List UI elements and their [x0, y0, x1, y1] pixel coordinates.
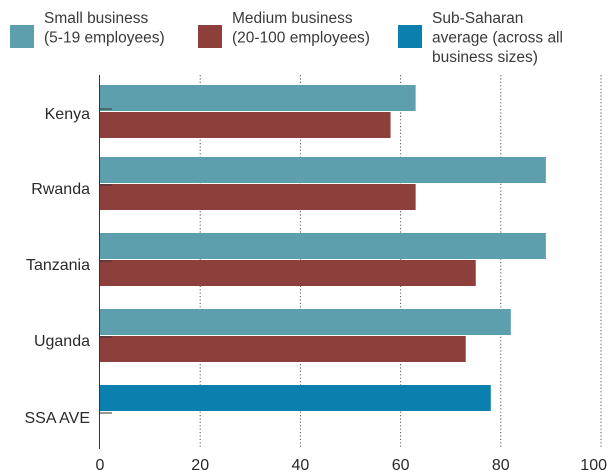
- category-label-rwanda: Rwanda: [31, 181, 90, 198]
- bars: [100, 85, 546, 411]
- x-tick-label-80: 80: [492, 457, 510, 473]
- legend: Small business (5-19 employees) Medium bus…: [10, 10, 563, 66]
- legend-swatch-small-business: [10, 25, 34, 48]
- axis: [99, 75, 112, 449]
- category-label-tanzania: Tanzania: [26, 257, 90, 274]
- bar-tanzania-small-business: [100, 233, 546, 259]
- bar-uganda-small-business: [100, 309, 511, 335]
- category-labels: Kenya Rwanda Tanzania Uganda SSA AVE: [24, 106, 90, 427]
- bar-uganda-medium-business: [100, 336, 466, 362]
- category-label-uganda: Uganda: [34, 333, 90, 350]
- bar-kenya-small-business: [100, 85, 416, 111]
- legend-swatch-medium-business: [198, 25, 222, 48]
- legend-swatch-ssa-average: [398, 25, 422, 48]
- bar-rwanda-medium-business: [100, 184, 416, 210]
- bar-ssa-ave-ssa-average: [100, 385, 491, 411]
- legend-label-medium-business: Medium business (20-100 employees): [232, 10, 370, 47]
- x-tick-label-60: 60: [392, 457, 410, 473]
- category-label-ssa-ave: SSA AVE: [24, 410, 90, 427]
- legend-label-small-business: Small business (5-19 employees): [44, 10, 165, 47]
- legend-label-ssa-average: Sub-Saharan average (across all business s…: [432, 10, 563, 66]
- category-label-kenya: Kenya: [45, 106, 90, 123]
- bar-kenya-medium-business: [100, 112, 391, 138]
- x-tick-label-0: 0: [96, 457, 105, 473]
- bar-rwanda-small-business: [100, 157, 546, 183]
- x-tick-label-100: 100: [580, 457, 607, 473]
- bar-tanzania-medium-business: [100, 260, 476, 286]
- x-tick-label-20: 20: [191, 457, 209, 473]
- x-tick-labels: 0 20 40 60 80 100: [96, 457, 608, 473]
- x-tick-label-40: 40: [292, 457, 310, 473]
